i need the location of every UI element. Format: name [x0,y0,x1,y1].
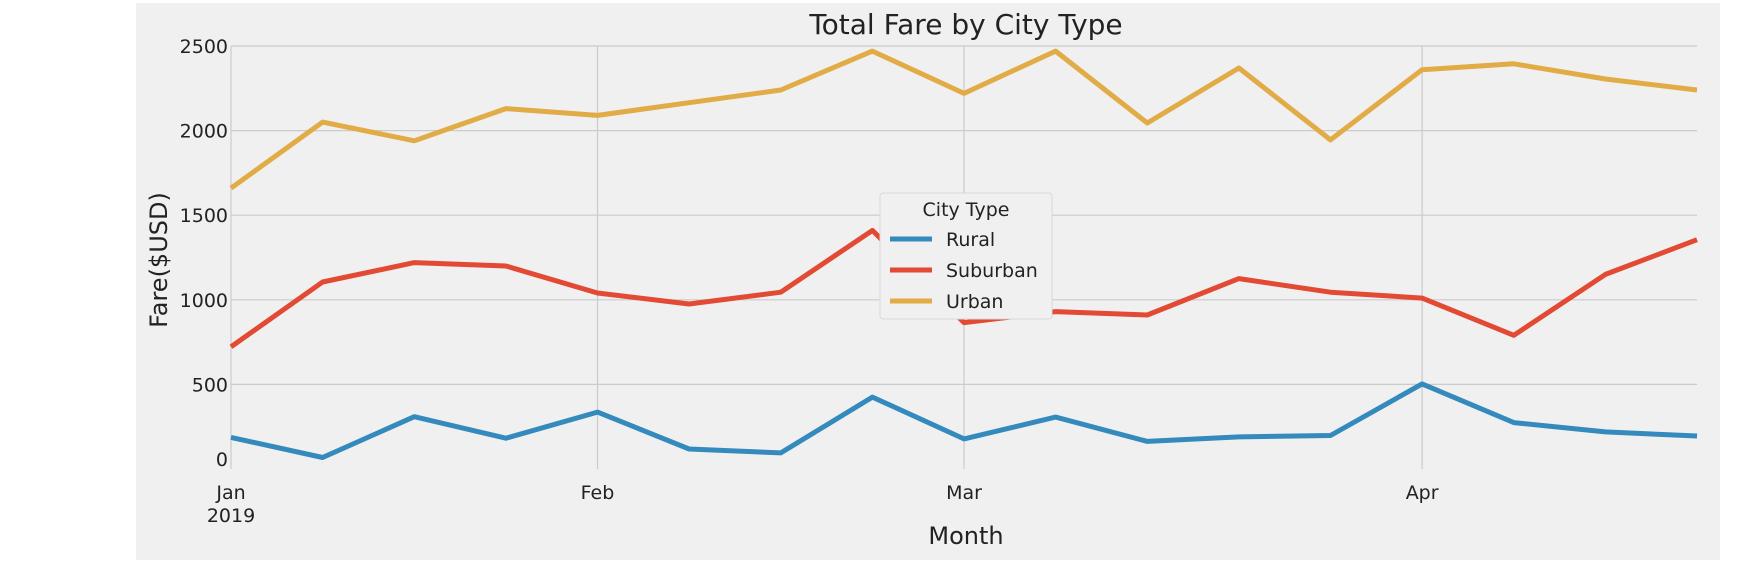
y-axis-title: Fare($USD) [145,192,173,328]
series-lines [229,48,1698,460]
legend-box [879,192,1053,320]
series-line-urban [229,48,1698,191]
x-tick-label: Jan [215,482,245,504]
x-tick-label: Apr [1406,482,1439,504]
series-line-rural [230,381,1698,460]
x-tick-label: Mar [946,482,982,504]
legend-label-rural: Rural [946,229,995,251]
y-tick-label: 2000 [180,121,228,143]
y-tick-label: 1000 [180,290,228,312]
legend-title: City Type [923,199,1010,221]
y-tick-label: 1500 [180,205,228,227]
legend-entries: Rural Suburban Urban [890,229,1038,313]
y-tick-label: 0 [216,449,228,471]
y-tick-label: 2500 [180,36,228,58]
y-tick-label: 500 [192,374,228,396]
x-tick-sublabel: 2019 [207,505,255,527]
x-tick-label: Feb [581,482,615,504]
chart-title: Total Fare by City Type [808,8,1122,41]
series-line-suburban [229,227,1698,349]
x-axis-title: Month [928,522,1003,550]
legend-label-urban: Urban [946,291,1003,313]
y-tick-labels: 0 500 1000 1500 2000 2500 [180,36,228,471]
legend-label-suburban: Suburban [946,260,1038,282]
legend: City Type Rural Suburban Urban [879,192,1053,320]
